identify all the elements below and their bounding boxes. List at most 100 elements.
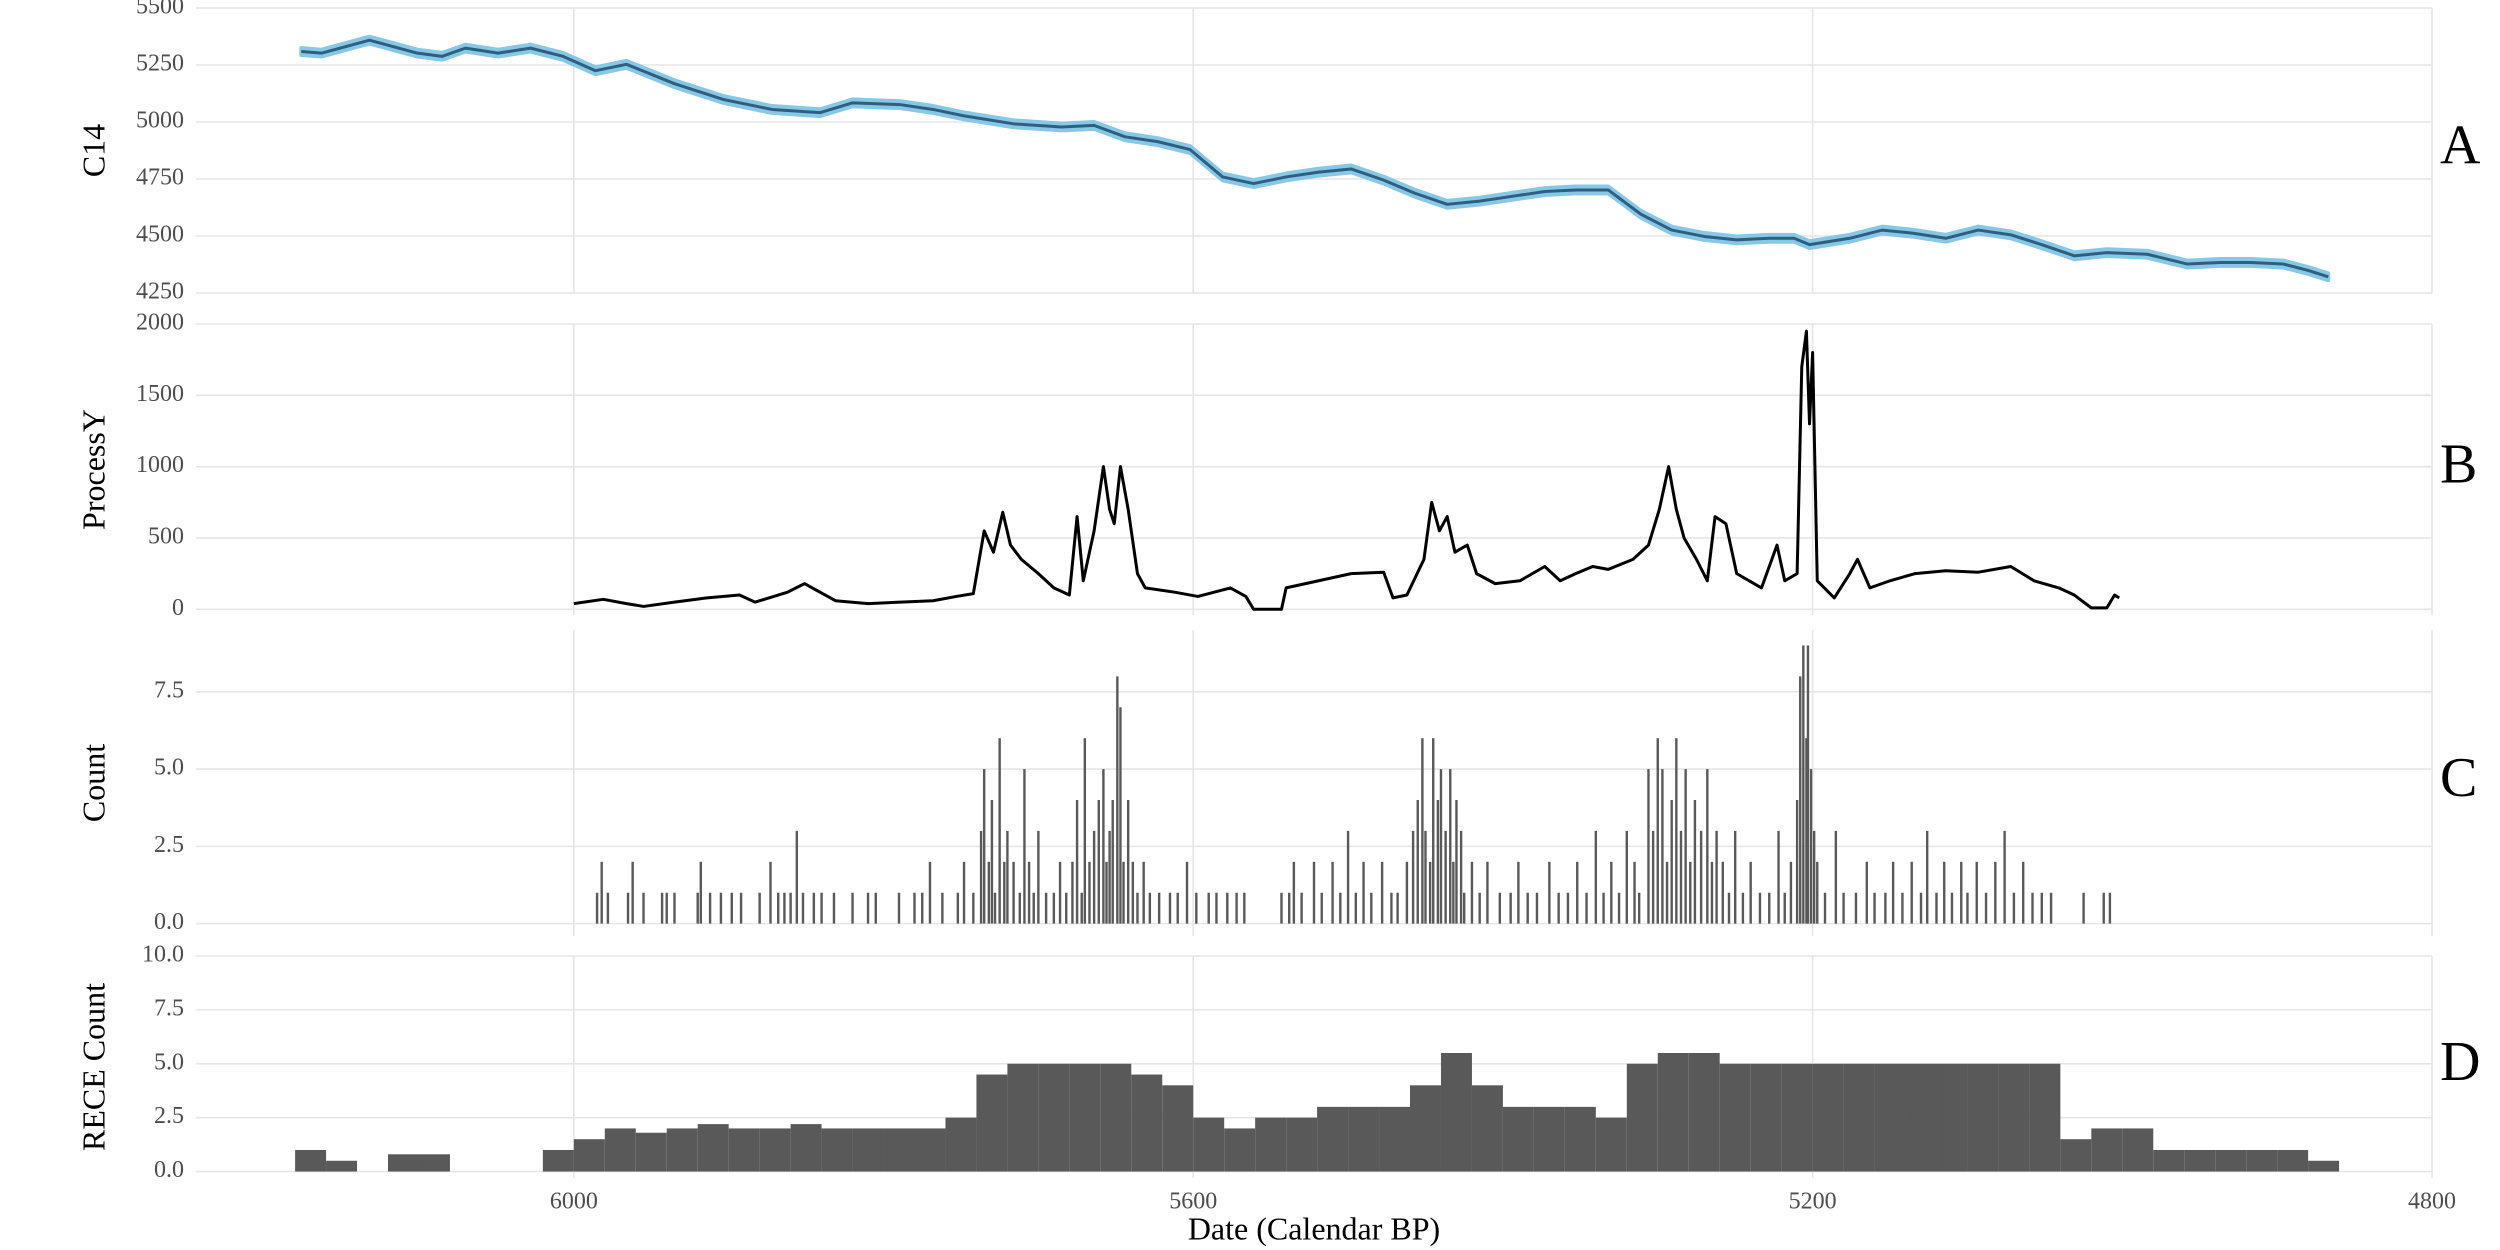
bar <box>2022 861 2025 924</box>
bar <box>1594 830 1598 924</box>
bar <box>1088 861 1091 924</box>
bar <box>1131 861 1135 924</box>
bar <box>1647 769 1650 924</box>
y-tick-label: 5.0 <box>154 1049 184 1075</box>
bar <box>1665 861 1669 924</box>
y-tick-label: 2.5 <box>154 832 184 858</box>
histogram-bar <box>2277 1149 2309 1172</box>
bar <box>1052 892 1056 924</box>
bar <box>1486 861 1489 924</box>
bar <box>1444 830 1447 924</box>
histogram-bar <box>1626 1063 1658 1172</box>
bar <box>979 830 983 924</box>
bar <box>1390 892 1393 924</box>
y-axis-title: C14 <box>75 124 111 177</box>
y-tick-label: 5500 <box>136 0 184 20</box>
bar <box>2108 892 2112 924</box>
bar <box>1509 892 1512 924</box>
bar <box>1142 861 1145 924</box>
histogram-bar <box>1193 1117 1225 1172</box>
bar <box>1865 861 1869 924</box>
bar <box>795 830 799 924</box>
bar <box>1097 800 1100 924</box>
bar <box>1136 892 1139 924</box>
bar <box>1633 861 1636 924</box>
bar <box>1805 738 1808 924</box>
bar <box>595 892 599 924</box>
y-tick-label: 5.0 <box>154 755 184 781</box>
y-axis-title: Count <box>75 744 111 822</box>
bar <box>1421 738 1424 924</box>
y-tick-label: 1000 <box>136 452 184 478</box>
bar <box>1370 892 1373 924</box>
y-tick-label: 4500 <box>136 222 184 248</box>
histogram-bar <box>759 1128 791 1172</box>
histogram-bar <box>1533 1106 1565 1172</box>
histogram-bar <box>945 1117 977 1172</box>
bar <box>1012 861 1015 924</box>
histogram-bar <box>635 1132 667 1172</box>
bar <box>1689 861 1692 924</box>
bar <box>993 892 997 924</box>
histogram-bar <box>2060 1139 2092 1172</box>
bar <box>1943 861 1946 924</box>
bar <box>1919 892 1923 924</box>
histogram-bar <box>2029 1063 2061 1172</box>
bar <box>1576 861 1579 924</box>
bar <box>739 892 743 924</box>
bar <box>1108 830 1111 924</box>
bar <box>673 892 676 924</box>
histogram-bar <box>1224 1128 1256 1172</box>
x-tick-label: 6000 <box>550 1189 598 1215</box>
bar <box>1783 892 1786 924</box>
histogram-bar <box>852 1128 884 1172</box>
bar <box>1396 892 1399 924</box>
bar <box>1032 892 1035 924</box>
bar <box>1023 769 1026 924</box>
bar <box>769 861 772 924</box>
bar <box>1346 830 1350 924</box>
bar <box>1777 830 1780 924</box>
bar <box>820 892 823 924</box>
bar <box>941 892 944 924</box>
bar <box>1126 800 1130 924</box>
histogram-bar <box>542 1149 574 1172</box>
bar <box>2102 892 2105 924</box>
bar <box>631 861 634 924</box>
bar <box>998 738 1001 924</box>
bar <box>1452 861 1455 924</box>
bar <box>1416 800 1419 924</box>
bar <box>1044 892 1048 924</box>
histogram-bar <box>1471 1085 1503 1172</box>
bar <box>1710 861 1714 924</box>
histogram-bar <box>1874 1063 1906 1172</box>
histogram-bar <box>697 1124 729 1172</box>
y-tick-label: 500 <box>148 523 184 549</box>
histogram-bar <box>1719 1063 1751 1172</box>
bar <box>1925 830 1929 924</box>
y-tick-label: 5000 <box>136 108 184 134</box>
bar <box>777 892 780 924</box>
bar <box>699 861 703 924</box>
bar <box>1901 892 1904 924</box>
y-tick-label: 0 <box>172 595 184 621</box>
bar <box>1018 892 1021 924</box>
histogram-bar <box>883 1128 915 1172</box>
bar <box>1684 769 1687 924</box>
bar <box>1116 676 1119 924</box>
panel-label: C <box>2440 747 2477 809</box>
bar <box>1768 892 1771 924</box>
bar <box>866 892 870 924</box>
bar <box>1891 861 1895 924</box>
histogram-bar <box>976 1074 1008 1172</box>
bar <box>1102 769 1105 924</box>
bar <box>665 892 668 924</box>
bar <box>1463 892 1466 924</box>
bar <box>1006 830 1009 924</box>
bar <box>1854 892 1858 924</box>
histogram-bar <box>2246 1149 2278 1172</box>
bar <box>626 892 630 924</box>
histogram-bar <box>326 1160 358 1172</box>
histogram-bar <box>1410 1085 1441 1172</box>
bar <box>1823 892 1827 924</box>
